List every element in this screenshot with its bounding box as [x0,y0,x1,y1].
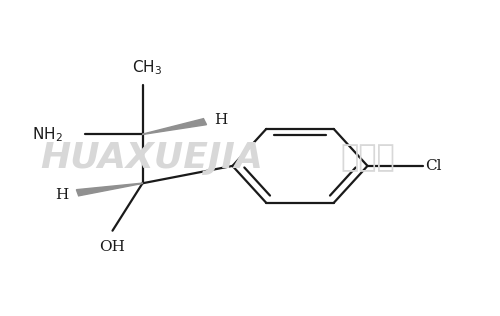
Text: $\mathrm{CH_3}$: $\mathrm{CH_3}$ [132,59,162,77]
Polygon shape [76,183,142,196]
Text: OH: OH [100,240,126,254]
Text: HUAXUEJIA: HUAXUEJIA [40,141,263,175]
Text: Cl: Cl [425,159,442,173]
Polygon shape [142,118,206,134]
Text: H: H [214,113,227,127]
Text: H: H [55,188,68,202]
Text: 化学加: 化学加 [340,143,395,173]
Text: $\mathrm{NH_2}$: $\mathrm{NH_2}$ [32,125,62,144]
